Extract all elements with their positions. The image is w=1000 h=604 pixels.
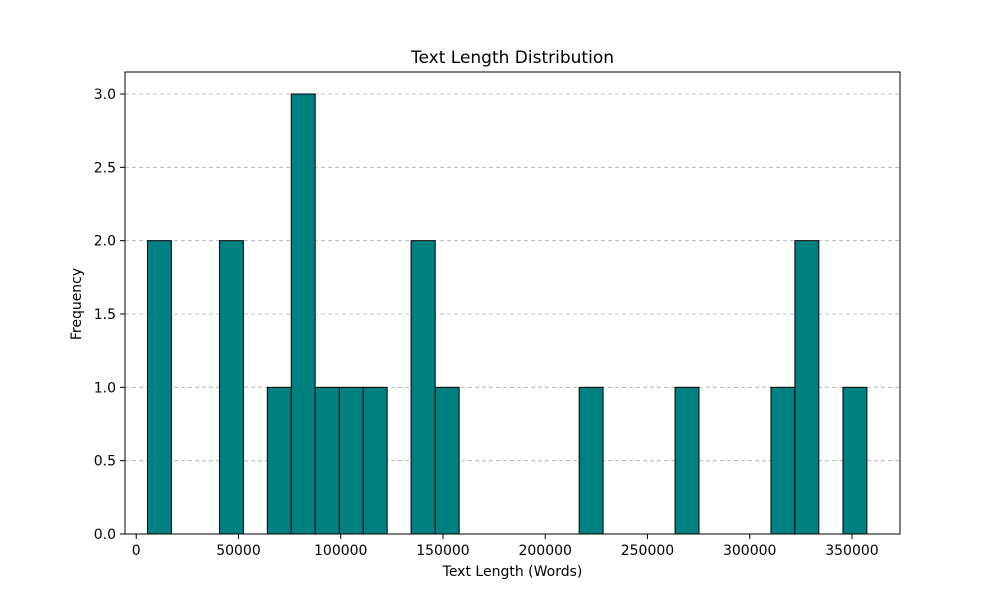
histogram-bar — [218, 240, 244, 535]
x-tick-label: 350000 — [825, 543, 878, 559]
y-tick-label: 2.5 — [94, 160, 116, 176]
histogram-bar — [770, 386, 796, 535]
histogram-bar — [794, 240, 820, 535]
x-axis-ticks: 0 50000 100000 150000 200000 250000 300000 3500… — [132, 534, 879, 559]
y-tick-label: 3.0 — [94, 87, 116, 103]
histogram-bar — [266, 386, 292, 535]
x-axis-label: Text Length (Words) — [442, 564, 583, 580]
x-tick-label: 0 — [132, 543, 141, 559]
histogram-bar — [434, 386, 460, 535]
x-tick-label: 100000 — [314, 543, 367, 559]
histogram-bar — [338, 386, 364, 535]
histogram-bar — [362, 386, 388, 535]
histogram-bar — [146, 240, 172, 535]
bars — [146, 93, 868, 535]
histogram-bar — [842, 386, 868, 535]
x-tick-label: 50000 — [216, 543, 261, 559]
x-tick-label: 150000 — [416, 543, 469, 559]
histogram-bar — [314, 386, 340, 535]
y-tick-label: 0.0 — [94, 527, 116, 543]
chart-title: Text Length Distribution — [410, 48, 614, 68]
histogram-bar — [410, 240, 436, 535]
x-tick-label: 200000 — [518, 543, 571, 559]
plot-frame — [124, 71, 901, 535]
y-axis-label: Frequency — [69, 268, 85, 340]
y-tick-label: 2.0 — [94, 234, 116, 250]
histogram-bar — [578, 386, 604, 535]
histogram-bar — [674, 386, 700, 535]
histogram-bar — [290, 93, 316, 535]
y-tick-label: 0.5 — [94, 454, 116, 470]
y-axis-ticks: 0.0 0.5 1.0 1.5 2.0 2.5 3.0 — [94, 87, 125, 543]
y-tick-label: 1.0 — [94, 380, 116, 396]
y-tick-label: 1.5 — [94, 307, 116, 323]
x-tick-label: 250000 — [621, 543, 674, 559]
x-tick-label: 300000 — [723, 543, 776, 559]
